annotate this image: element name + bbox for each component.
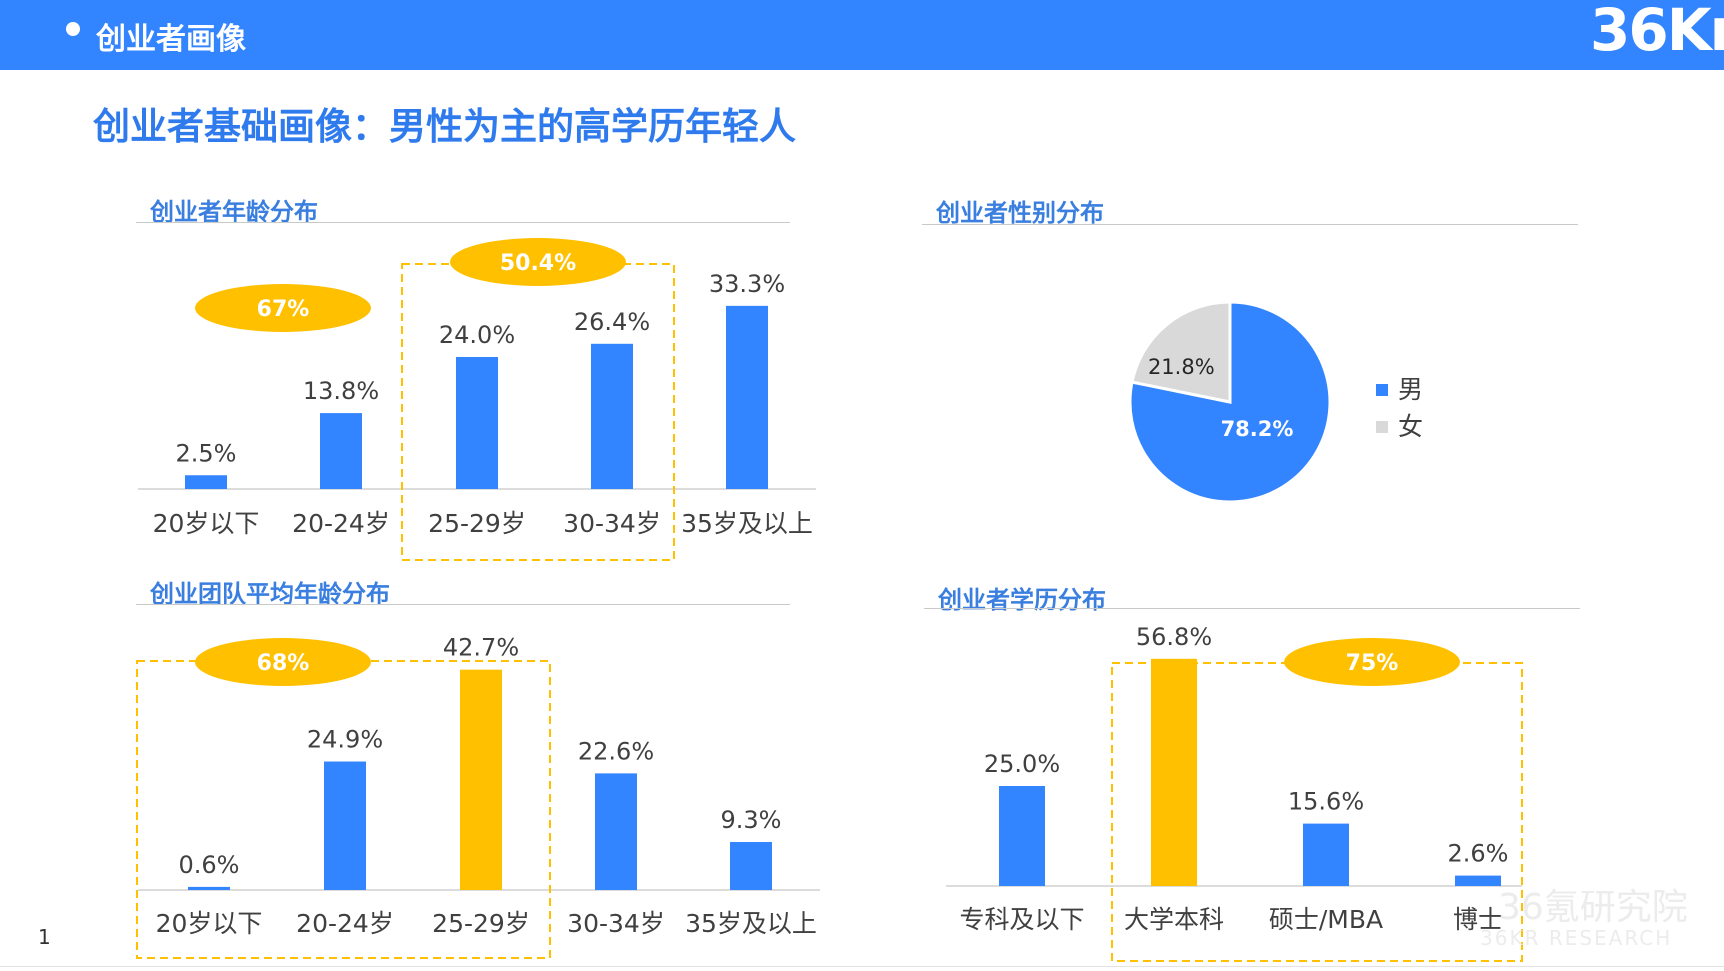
chart-title-age: 创业者年龄分布 [150, 198, 318, 226]
chart-bar [1455, 875, 1501, 886]
highlight-box [1111, 662, 1523, 962]
chart-bar [999, 786, 1045, 886]
tick-label: 20岁以下 [153, 509, 260, 538]
callout-bubble [450, 238, 626, 286]
chart-title-rule [136, 222, 790, 223]
chart-title-rule [924, 608, 1580, 609]
tick-label: 25-29岁 [432, 909, 530, 938]
tick-label: 35岁及以上 [681, 509, 813, 538]
tick-label: 30-34岁 [567, 909, 665, 938]
tick-label: 30-34岁 [563, 509, 661, 538]
chart-bar [456, 357, 498, 489]
chart-bar [188, 886, 230, 890]
tick-label: 35岁及以上 [685, 909, 817, 938]
chart-bar [730, 842, 772, 890]
tick-label: 博士 [1453, 905, 1503, 934]
data-label: 13.8% [303, 377, 379, 405]
footer-divider [0, 966, 1724, 967]
data-label: 56.8% [1136, 623, 1212, 651]
chart-bar [185, 475, 227, 489]
chart-title-team-age: 创业团队平均年龄分布 [150, 580, 390, 608]
callout-bubble [1284, 638, 1460, 686]
chart-bar [320, 413, 362, 489]
data-label: 0.6% [179, 851, 240, 879]
tick-label: 25-29岁 [428, 509, 526, 538]
data-label: 26.4% [574, 308, 650, 336]
chart-title-education: 创业者学历分布 [938, 586, 1106, 614]
data-label: 24.9% [307, 726, 383, 754]
legend-swatch [1376, 384, 1388, 396]
chart-bar [726, 305, 768, 489]
data-label: 2.6% [1448, 840, 1509, 868]
header-bar: 创业者画像 36Kr [0, 0, 1724, 70]
watermark-en: 36KR RESEARCH [1480, 926, 1673, 950]
chart-bar [595, 773, 637, 890]
data-label: 25.0% [984, 750, 1060, 778]
pie-slice [1130, 300, 1232, 404]
chart-title-rule [136, 604, 790, 605]
callout-text: 75% [1346, 651, 1399, 676]
callout-bubble [195, 284, 371, 332]
callout-text: 67% [257, 297, 310, 322]
data-label: 2.5% [176, 439, 237, 467]
watermark-cn: 36氪研究院 [1498, 887, 1688, 928]
pie-label: 21.8% [1148, 355, 1215, 379]
tick-label: 硕士/MBA [1269, 905, 1383, 934]
chart-bar [324, 761, 366, 890]
tick-label: 专科及以下 [959, 905, 1084, 934]
callout-bubble [195, 638, 371, 686]
data-label: 33.3% [709, 270, 785, 298]
section-title: 创业者画像 [96, 22, 246, 57]
data-label: 22.6% [578, 737, 654, 765]
tick-label: 20-24岁 [296, 909, 394, 938]
page-title: 创业者基础画像：男性为主的高学历年轻人 [93, 105, 796, 148]
tick-label: 20岁以下 [156, 909, 263, 938]
tick-label: 20-24岁 [292, 509, 390, 538]
chart-title-rule [922, 224, 1578, 225]
data-label: 9.3% [721, 806, 782, 834]
legend-label: 男 [1398, 375, 1423, 404]
chart-bar [591, 343, 633, 489]
highlight-box [136, 660, 551, 959]
callout-text: 50.4% [500, 251, 576, 276]
tick-label: 大学本科 [1124, 905, 1224, 934]
page-number: 1 [38, 925, 51, 949]
brand-logo: 36Kr [1590, 0, 1724, 64]
pie-label: 78.2% [1221, 417, 1294, 441]
data-label: 42.7% [443, 634, 519, 662]
legend-swatch [1376, 421, 1388, 433]
data-label: 15.6% [1288, 788, 1364, 816]
chart-bar [1151, 658, 1197, 886]
chart-title-gender: 创业者性别分布 [936, 199, 1104, 227]
callout-text: 68% [257, 651, 310, 676]
legend-label: 女 [1398, 412, 1423, 441]
data-label: 24.0% [439, 321, 515, 349]
bullet-icon [66, 22, 80, 36]
chart-bar [1303, 823, 1349, 886]
chart-bar [460, 669, 502, 890]
